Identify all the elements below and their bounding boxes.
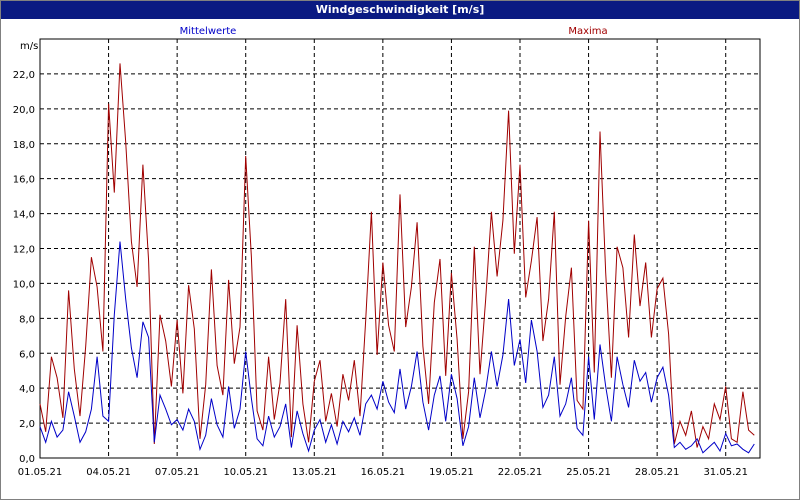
x-tick-label: 19.05.21 [429,467,474,478]
y-tick-label: 4,0 [19,384,35,395]
y-tick-label: 10,0 [13,279,35,290]
y-tick-label: 18,0 [13,140,35,151]
y-tick-label: 0,0 [19,454,35,465]
y-axis-label: m/s [20,41,38,52]
x-tick-label: 04.05.21 [86,467,131,478]
y-tick-label: 2,0 [19,419,35,430]
y-tick-label: 6,0 [19,349,35,360]
x-tick-label: 16.05.21 [361,467,406,478]
legend-maxima: Maxima [568,26,607,37]
y-tick-label: 16,0 [13,175,35,186]
x-tick-label: 07.05.21 [155,467,200,478]
y-tick-label: 14,0 [13,210,35,221]
legend-mittelwerte: Mittelwerte [180,26,237,37]
x-axis-ticks: 01.05.21 04.05.21 07.05.21 10.05.21 13.05.21… [18,467,748,478]
x-tick-label: 22.05.21 [498,467,543,478]
y-tick-label: 22,0 [13,70,35,81]
y-tick-label: 12,0 [13,245,35,256]
series-maxima-line [39,63,755,448]
series-lines [39,63,755,454]
y-axis-ticks: 0,0 2,0 4,0 6,0 8,0 10,0 12,0 14,0 16,0 18,0 20,0 2… [13,70,35,465]
y-tick-label: 8,0 [19,314,35,325]
window-title: Windgeschwindigkeit [m/s] [1,1,799,19]
x-tick-label: 01.05.21 [18,467,63,478]
x-tick-label: 10.05.21 [223,467,268,478]
y-tick-label: 20,0 [13,105,35,116]
x-tick-label: 31.05.21 [703,467,748,478]
series-mittelwerte-line [39,241,755,454]
x-tick-label: 28.05.21 [635,467,680,478]
x-tick-label: 13.05.21 [292,467,337,478]
x-tick-label: 25.05.21 [566,467,611,478]
